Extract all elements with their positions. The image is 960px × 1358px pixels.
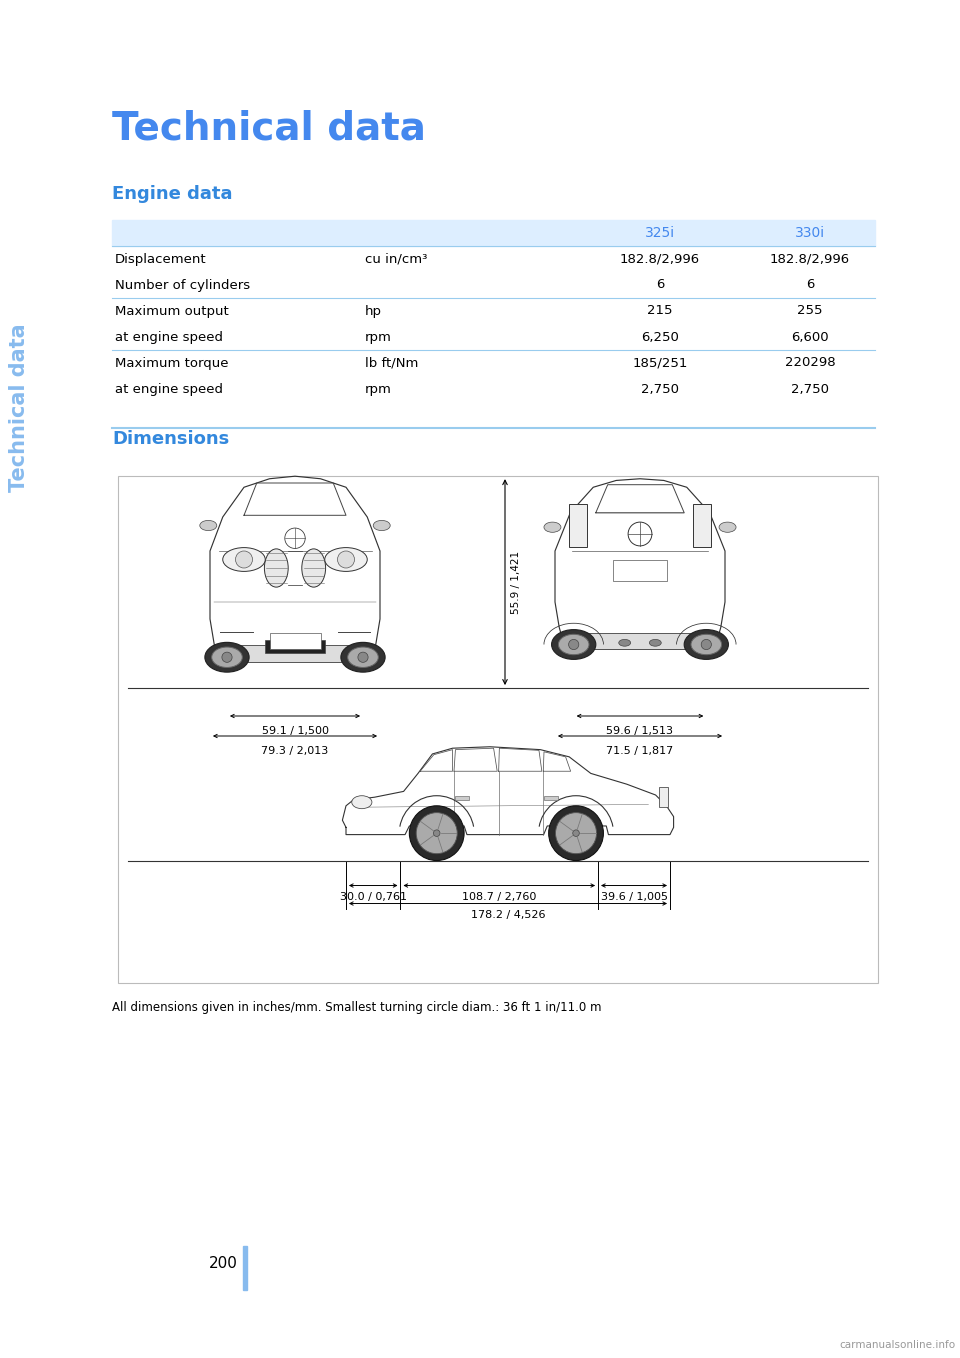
Text: 6: 6 xyxy=(656,278,664,292)
Ellipse shape xyxy=(559,634,589,655)
Text: 330i: 330i xyxy=(795,225,825,240)
Text: at engine speed: at engine speed xyxy=(115,383,223,395)
Ellipse shape xyxy=(348,646,378,667)
Ellipse shape xyxy=(684,630,729,660)
Text: 2,750: 2,750 xyxy=(791,383,829,395)
Text: 200: 200 xyxy=(209,1256,238,1271)
Bar xyxy=(660,788,668,807)
Circle shape xyxy=(338,551,354,568)
Text: Technical data: Technical data xyxy=(9,323,29,493)
Text: 182.8/2,996: 182.8/2,996 xyxy=(620,253,700,266)
Ellipse shape xyxy=(223,547,265,572)
Ellipse shape xyxy=(552,630,596,660)
Circle shape xyxy=(573,830,579,837)
Bar xyxy=(565,633,715,649)
Text: 108.7 / 2,760: 108.7 / 2,760 xyxy=(462,891,537,902)
Circle shape xyxy=(235,551,252,568)
Ellipse shape xyxy=(351,796,372,808)
Text: 59.6 / 1,513: 59.6 / 1,513 xyxy=(607,727,674,736)
Text: at engine speed: at engine speed xyxy=(115,330,223,344)
Text: lb ft/Nm: lb ft/Nm xyxy=(365,357,419,369)
Text: 255: 255 xyxy=(797,304,823,318)
Circle shape xyxy=(417,812,457,854)
Bar xyxy=(543,796,558,800)
Text: 6: 6 xyxy=(805,278,814,292)
Ellipse shape xyxy=(341,642,385,672)
Text: Engine data: Engine data xyxy=(112,185,232,202)
Text: cu in/cm³: cu in/cm³ xyxy=(365,253,427,266)
Text: All dimensions given in inches/mm. Smallest turning circle diam.: 36 ft 1 in/11.: All dimensions given in inches/mm. Small… xyxy=(112,1001,602,1014)
Text: Displacement: Displacement xyxy=(115,253,206,266)
Circle shape xyxy=(628,521,652,546)
Ellipse shape xyxy=(691,634,722,655)
Bar xyxy=(243,1247,247,1290)
Ellipse shape xyxy=(373,520,390,531)
Text: Dimensions: Dimensions xyxy=(112,430,229,448)
Bar xyxy=(270,633,321,649)
Text: 220298: 220298 xyxy=(784,357,835,369)
Text: 39.6 / 1,005: 39.6 / 1,005 xyxy=(601,891,667,902)
Text: 178.2 / 4,526: 178.2 / 4,526 xyxy=(470,910,545,919)
Circle shape xyxy=(556,812,596,854)
Text: 55.9 / 1,421: 55.9 / 1,421 xyxy=(511,550,521,614)
Circle shape xyxy=(358,652,368,663)
Ellipse shape xyxy=(649,640,661,646)
Circle shape xyxy=(568,640,579,649)
Ellipse shape xyxy=(544,521,561,532)
Bar xyxy=(568,504,588,547)
Text: Number of cylinders: Number of cylinders xyxy=(115,278,251,292)
Bar xyxy=(693,504,711,547)
FancyBboxPatch shape xyxy=(118,477,878,983)
Text: hp: hp xyxy=(365,304,382,318)
Text: Technical data: Technical data xyxy=(112,110,426,148)
Ellipse shape xyxy=(719,521,736,532)
Bar xyxy=(220,645,370,661)
Circle shape xyxy=(549,805,604,861)
Text: Maximum torque: Maximum torque xyxy=(115,357,228,369)
Circle shape xyxy=(701,640,711,649)
Text: Maximum output: Maximum output xyxy=(115,304,228,318)
Ellipse shape xyxy=(324,547,368,572)
Bar xyxy=(455,796,469,800)
Bar xyxy=(0,178,38,659)
Text: 6,250: 6,250 xyxy=(641,330,679,344)
Ellipse shape xyxy=(619,640,631,646)
Text: 185/251: 185/251 xyxy=(633,357,687,369)
Bar xyxy=(265,640,324,653)
Bar xyxy=(612,561,667,581)
Circle shape xyxy=(409,805,464,861)
Ellipse shape xyxy=(200,520,217,531)
Text: 325i: 325i xyxy=(645,225,675,240)
Ellipse shape xyxy=(264,549,288,587)
Text: 6,600: 6,600 xyxy=(791,330,828,344)
Text: 215: 215 xyxy=(647,304,673,318)
Circle shape xyxy=(222,652,232,663)
Ellipse shape xyxy=(301,549,325,587)
Ellipse shape xyxy=(212,646,242,667)
Ellipse shape xyxy=(204,642,249,672)
Text: carmanualsonline.info: carmanualsonline.info xyxy=(839,1340,955,1350)
Bar xyxy=(112,220,875,246)
Circle shape xyxy=(433,830,440,837)
Text: 2,750: 2,750 xyxy=(641,383,679,395)
Text: 59.1 / 1,500: 59.1 / 1,500 xyxy=(261,727,328,736)
Text: 79.3 / 2,013: 79.3 / 2,013 xyxy=(261,746,328,756)
Text: 71.5 / 1,817: 71.5 / 1,817 xyxy=(607,746,674,756)
Text: rpm: rpm xyxy=(365,330,392,344)
Text: rpm: rpm xyxy=(365,383,392,395)
Text: 182.8/2,996: 182.8/2,996 xyxy=(770,253,850,266)
Circle shape xyxy=(285,528,305,549)
Text: 30.0 / 0,761: 30.0 / 0,761 xyxy=(340,891,407,902)
